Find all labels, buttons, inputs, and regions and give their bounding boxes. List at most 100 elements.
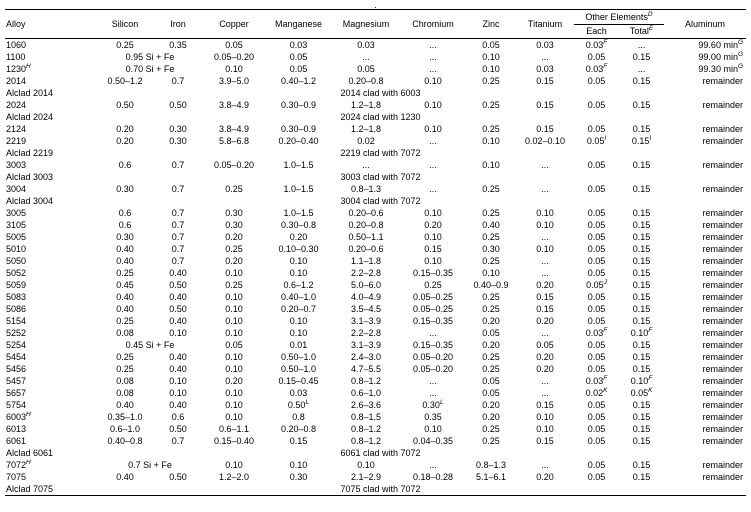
alloy-name: 3105 [6,220,27,230]
zinc-value: 0.25 [482,100,500,110]
chromium-value: 0.35 [424,412,442,422]
copper-value: 0.15–0.40 [213,436,255,446]
silicon-value: 0.30 [116,232,134,242]
zinc-value: 0.25 [482,364,500,374]
iron-value: 0.7 [171,76,185,86]
zinc-value: 0.10 [482,160,500,170]
zinc-value: 0.40–0.9 [473,280,509,290]
copper-value: 0.05 [225,340,243,350]
magnesium-value: 4.7–5.5 [350,364,382,374]
silicon-value: 0.40 [116,304,134,314]
manganese-value: 0.10 [289,328,308,338]
total-value: 0.15 [632,340,651,350]
aluminum-value [664,87,746,99]
each-value: 0.05 [587,100,606,110]
copper-value: 0.20 [225,232,243,242]
iron-value: 0.10 [169,328,187,338]
manganese-value: 0.40–1.2 [280,76,317,86]
manganese-value: 0.15 [289,436,308,446]
aluminum-value: remainder [702,388,744,398]
copper-value: 0.30 [225,220,243,230]
manganese-value: 0.50–1.0 [280,352,317,362]
alloy-name: 5052 [6,268,27,278]
zinc-value: 0.25 [482,208,500,218]
manganese-value: 0.03 [289,388,308,398]
alloy-name: 2219 [6,136,27,146]
magnesium-value: 5.0–6.0 [350,280,382,290]
total-value: 0.15 [632,268,651,278]
alloy-row: 6013 0.6–1.0 0.50 0.6–1.1 0.20–0.8 0.8–1.2 0.1… [5,423,746,435]
alloy-name: Alclad 2219 [6,148,54,158]
zinc-value: 0.10 [482,64,500,74]
footnote-ref: D [647,10,653,18]
total-value: 0.15 [632,232,651,242]
silicon-value: 0.08 [116,388,134,398]
total-value: 0.15 [632,472,651,482]
each-value: 0.05 [587,232,606,242]
manganese-value: 0.30–0.9 [280,124,317,134]
magnesium-value: 0.8–1.2 [350,436,382,446]
each-value: 0.02K [585,387,608,398]
chromium-value: 0.05–0.20 [412,352,454,362]
magnesium-value: 0.02 [357,136,375,146]
clad-note: 2014 clad with 6003 [340,88,421,98]
zinc-value: 0.25 [482,352,500,362]
zinc-value: 0.25 [482,76,500,86]
clad-note: 2219 clad with 7072 [340,148,421,158]
manganese-value: 0.20–0.7 [280,304,317,314]
aluminum-value: remainder [702,256,744,266]
alloy-name: 6061 [6,436,27,446]
aluminum-value: remainder [702,436,744,446]
iron-value: 0.50 [169,472,187,482]
footnote-ref: H [26,411,31,418]
alloy-row: 2219 0.20 0.30 5.8–6.8 0.20–0.40 0.02... 0.10 0… [5,135,746,147]
manganese-value: 0.20–0.40 [278,136,319,146]
copper-value: 0.25 [225,244,243,254]
titanium-value: 0.15 [536,124,554,134]
iron-value: 0.30 [169,124,187,134]
manganese-value: 0.10 [289,316,308,326]
footnote-ref: J [603,279,607,286]
copper-value: 0.20 [225,376,243,386]
silicon-value: 0.30 [116,184,134,194]
si-fe-combined: 0.95 Si + Fe [125,52,175,62]
clad-note: 6061 clad with 7072 [340,448,421,458]
titanium-value: ... [541,268,549,278]
each-value: 0.05 [587,352,606,362]
alloy-row: 6061 0.40–0.8 0.7 0.15–0.40 0.15 0.8–1.2 0.04–… [5,435,746,447]
magnesium-value: 0.20–0.6 [348,244,384,254]
col-header-silicon: Silicon [111,18,139,29]
alloy-row: 5457 0.08 0.10 0.20 0.15–0.45 0.8–1.2... 0.05.… [5,375,746,387]
each-value: 0.05 [587,304,606,314]
copper-value: 0.10 [225,364,243,374]
aluminum-value: 99.60 minG [698,39,744,50]
zinc-value: 0.25 [482,436,500,446]
each-value: 0.05 [587,184,606,194]
silicon-value: 0.40 [116,400,134,410]
silicon-value: 0.20 [116,136,134,146]
silicon-value: 0.35–1.0 [107,412,143,422]
footnote-ref: L [305,399,310,406]
aluminum-value: remainder [702,352,744,362]
alloy-name: 2024 [6,100,27,110]
alloy-composition-table: Alloy Silicon Iron Copper Manganese Magn… [5,9,747,496]
aluminum-value: remainder [702,316,744,326]
copper-value: 5.8–6.8 [218,136,250,146]
aluminum-value: remainder [702,208,744,218]
chromium-value: 0.10 [424,124,442,134]
manganese-value: 1.0–1.5 [283,184,314,194]
iron-value: 0.50 [169,280,187,290]
each-value: 0.05 [587,268,606,278]
clad-row: Alclad 2014 2014 clad with 6003 [5,87,746,99]
titanium-value: ... [541,376,549,386]
aluminum-value [664,195,746,207]
clad-row: Alclad 6061 6061 clad with 7072 [5,447,746,459]
col-header-chromium: Chromium [412,18,454,29]
caption-fragment: . [374,0,377,10]
alloy-row: 5456 0.25 0.40 0.10 0.50–1.0 4.7–5.5 0.05–0.20… [5,363,746,375]
chromium-value: 0.15–0.35 [412,268,454,278]
manganese-value: 0.20 [289,232,308,242]
alloy-name: 3003 [6,160,27,170]
aluminum-value: remainder [702,292,744,302]
chromium-value: 0.25 [424,280,442,290]
